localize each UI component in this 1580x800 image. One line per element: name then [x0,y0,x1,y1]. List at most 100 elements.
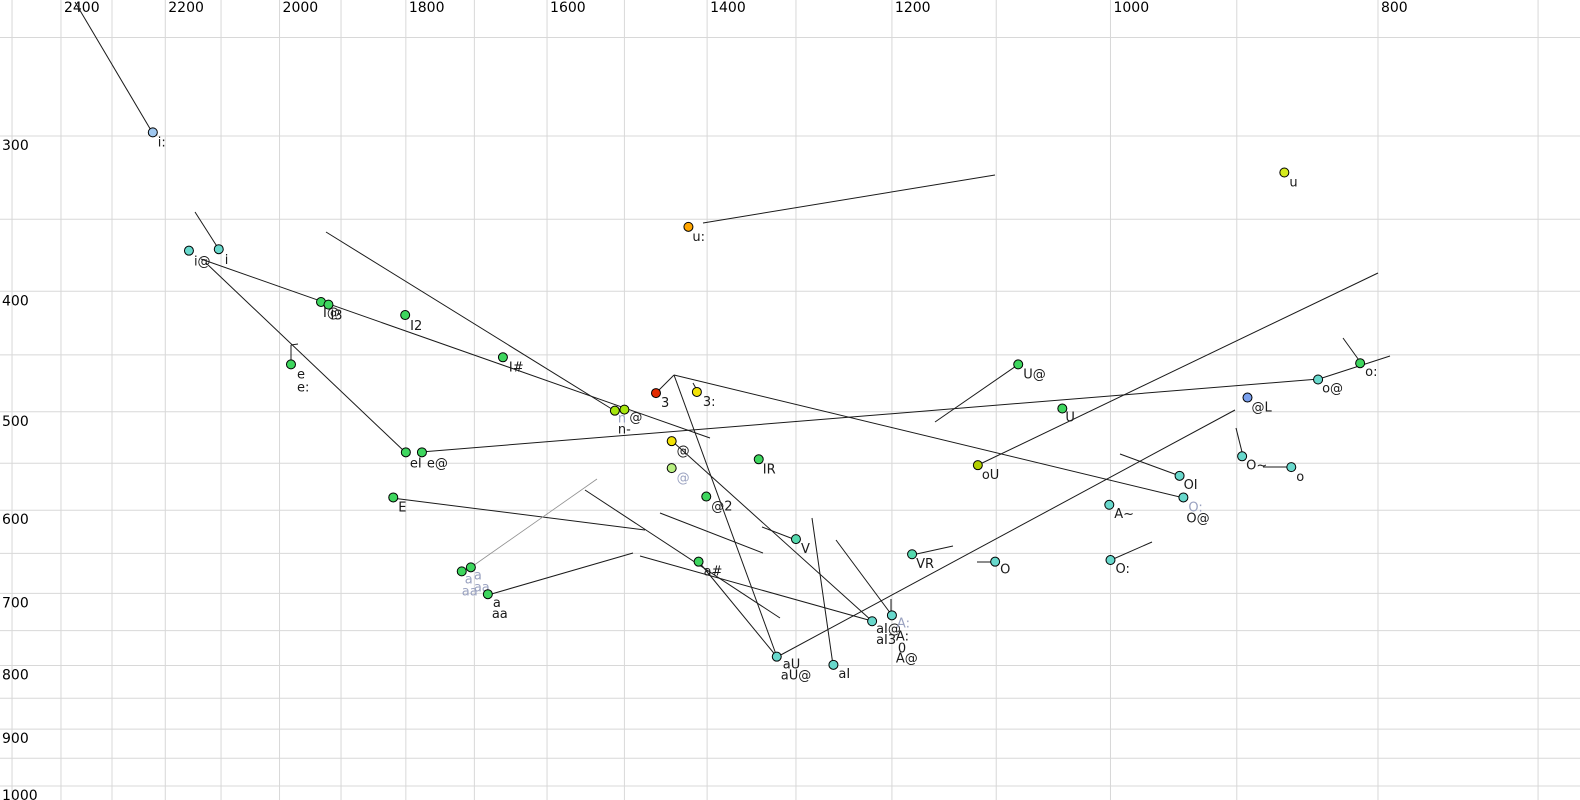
point-label: aI3 [876,633,896,648]
data-point[interactable] [482,589,493,600]
point-label: o [1296,470,1304,485]
x-axis-tick-label: 2400 [64,0,100,16]
data-point[interactable] [465,562,476,573]
point-label: @2 [711,500,732,515]
x-axis-tick-label: 1800 [409,0,445,16]
data-point[interactable] [650,388,661,399]
point-label: a [474,568,482,583]
data-point[interactable] [1279,167,1290,178]
data-point[interactable] [400,310,411,321]
data-point[interactable] [456,566,467,577]
trajectory-line [290,343,299,346]
y-axis-tick-label: 600 [2,512,29,528]
point-label: O: [1115,562,1129,577]
point-label: @ [677,444,690,459]
point-label: A: [897,616,910,631]
y-axis-tick-label: 400 [2,293,29,309]
y-axis-tick-label: 900 [2,731,29,747]
trajectory-line [659,512,764,554]
data-point[interactable] [1242,392,1253,403]
point-label: e [297,367,305,382]
trajectory-line [698,561,778,658]
point-label: u: [692,230,705,245]
data-point[interactable] [147,127,158,138]
data-point[interactable] [972,460,983,471]
point-label: aU@ [781,669,811,684]
point-label: V [801,542,810,557]
point-label: OI [1184,478,1198,493]
data-point[interactable] [771,651,782,662]
data-point[interactable] [1355,358,1366,369]
trajectory-line [639,555,873,622]
point-label: A~ [1114,507,1134,522]
data-point[interactable] [1313,374,1324,385]
trajectory-line [205,262,406,453]
point-label: @ [677,471,690,486]
data-point[interactable] [609,405,620,416]
point-label: 3: [703,395,716,410]
y-axis-tick-label: 1000 [2,788,38,800]
data-point[interactable] [1174,470,1185,481]
y-axis-tick-label: 800 [2,668,29,684]
point-label: @L [1251,401,1272,416]
data-point[interactable] [1104,499,1115,510]
trajectory-line [934,363,1020,423]
data-point[interactable] [691,386,702,397]
data-point[interactable] [400,447,411,458]
data-point[interactable] [683,221,694,232]
point-label: U [1065,411,1075,426]
data-point[interactable] [1013,359,1024,370]
data-point[interactable] [213,244,224,255]
data-point[interactable] [497,352,508,363]
data-point[interactable] [907,549,918,560]
trajectory-line [1318,355,1391,380]
data-point[interactable] [388,492,399,503]
data-point[interactable] [886,610,897,621]
point-label: O: [1188,500,1202,515]
point-label: IR [763,462,776,477]
point-label: @ [629,411,642,426]
trajectory-line [487,552,634,596]
point-label: aI@ [876,622,901,637]
y-axis-tick-label: 500 [2,414,29,430]
point-label: a# [704,565,723,580]
data-point[interactable] [1286,462,1297,473]
data-point[interactable] [323,299,334,310]
trajectory-line [835,539,892,615]
data-point[interactable] [666,436,677,447]
data-point[interactable] [693,556,704,567]
data-point[interactable] [183,245,194,256]
trajectory-line [1110,541,1153,561]
point-label: i: [158,135,166,150]
data-point[interactable] [1105,555,1116,566]
data-point[interactable] [1057,403,1068,414]
data-point[interactable] [666,463,677,474]
point-label: i@ [194,255,211,270]
data-point[interactable] [828,659,839,670]
data-point[interactable] [1237,451,1248,462]
data-point[interactable] [990,556,1001,567]
point-label: 0 [898,641,906,656]
point-label: aa [462,584,478,599]
data-point[interactable] [1178,492,1189,503]
trajectory-line [761,526,797,541]
point-label: 3 [661,396,669,411]
point-label: E [398,500,406,515]
data-point[interactable] [619,404,630,415]
data-point[interactable] [285,359,296,370]
point-label: O@ [1186,511,1209,526]
point-label: e: [297,380,309,395]
trajectory-line [673,374,778,658]
point-label: VR [916,557,934,572]
data-point[interactable] [416,447,427,458]
data-point[interactable] [867,616,878,627]
data-point[interactable] [753,454,764,465]
x-axis-tick-label: 1000 [1113,0,1149,16]
data-point[interactable] [790,534,801,545]
point-label: aa [492,607,508,622]
data-point[interactable] [701,491,712,502]
trajectory-line [673,374,1185,499]
point-label: o@ [1322,382,1343,397]
